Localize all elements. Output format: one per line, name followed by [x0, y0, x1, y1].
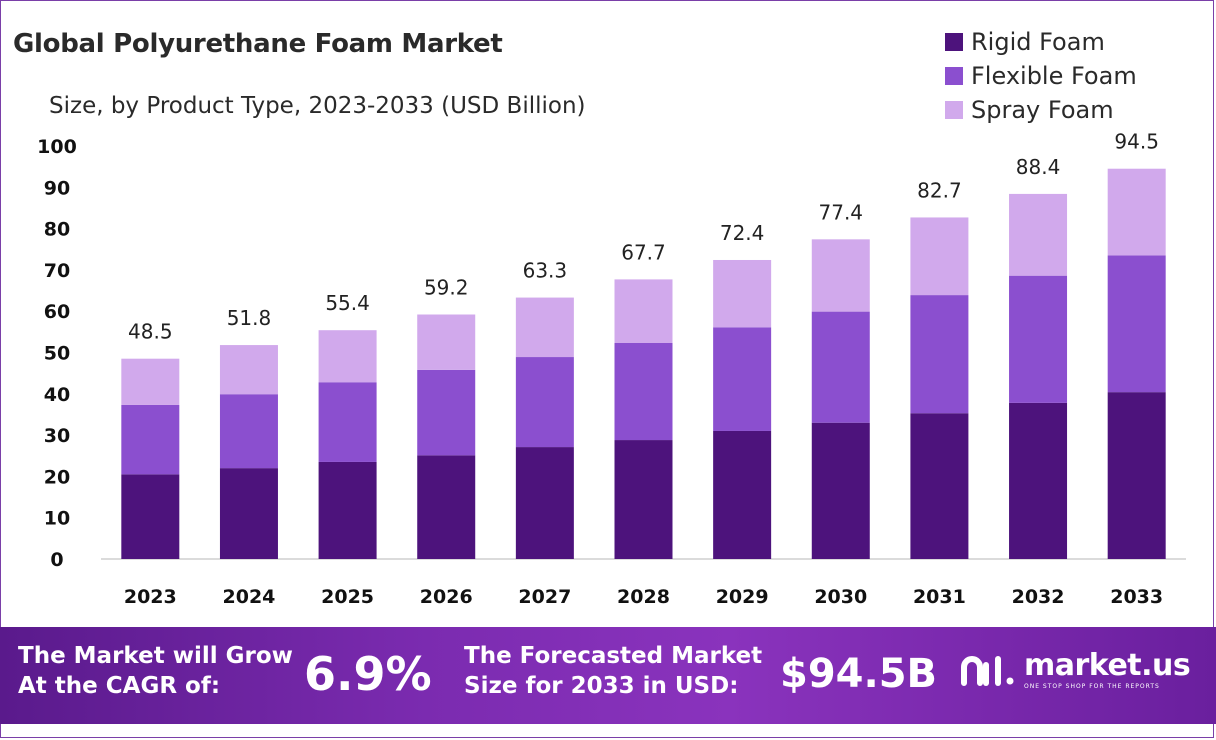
- bar-rigid-foam-2033: [1107, 392, 1166, 559]
- x-tick-label: 2033: [1110, 586, 1163, 608]
- x-tick-label: 2031: [913, 586, 966, 608]
- bar-rigid-foam-2031: [910, 413, 969, 559]
- bar-flexible-foam-2026: [417, 369, 476, 456]
- y-tick-label: 50: [44, 343, 70, 365]
- bar-rigid-foam-2023: [121, 474, 180, 559]
- legend-swatch-rigid-foam: [945, 33, 963, 51]
- bar-flexible-foam-2030: [811, 311, 870, 423]
- bar-total-label: 77.4: [819, 200, 864, 224]
- bar-spray-foam-2025: [318, 330, 377, 383]
- bar-total-label: 67.7: [621, 240, 666, 264]
- bar-total-label: 88.4: [1016, 155, 1061, 179]
- stacked-bar-chart: 010203040506070809010048.5202351.8202455…: [37, 130, 1186, 608]
- forecast-value: $94.5B: [780, 651, 938, 697]
- bar-total-label: 48.5: [128, 320, 173, 344]
- y-tick-label: 70: [44, 260, 70, 282]
- y-tick-label: 30: [44, 425, 70, 447]
- bar-flexible-foam-2027: [515, 357, 574, 448]
- y-tick-label: 40: [44, 384, 70, 406]
- bar-flexible-foam-2025: [318, 382, 377, 462]
- bar-spray-foam-2028: [614, 279, 673, 344]
- bar-rigid-foam-2024: [219, 468, 278, 559]
- forecast-caption-line2: Size for 2033 in USD:: [464, 673, 739, 699]
- bar-flexible-foam-2031: [910, 295, 969, 414]
- y-tick-label: 90: [44, 177, 70, 199]
- x-tick-label: 2025: [321, 586, 374, 608]
- y-tick-label: 20: [44, 466, 70, 488]
- legend-item-rigid-foam: Rigid Foam: [945, 25, 1137, 59]
- y-tick-label: 60: [44, 301, 70, 323]
- bar-flexible-foam-2028: [614, 343, 673, 441]
- y-tick-label: 0: [50, 549, 63, 571]
- bar-spray-foam-2029: [713, 259, 772, 328]
- bar-rigid-foam-2025: [318, 461, 377, 559]
- bar-spray-foam-2027: [515, 297, 574, 358]
- bar-total-label: 55.4: [325, 291, 370, 315]
- chart-subtitle: Size, by Product Type, 2023-2033 (USD Bi…: [49, 93, 586, 119]
- bar-total-label: 94.5: [1114, 130, 1159, 154]
- x-tick-label: 2027: [518, 586, 571, 608]
- chart-title: Global Polyurethane Foam Market: [13, 29, 503, 59]
- summary-banner: The Market will Grow At the CAGR of: 6.9…: [0, 627, 1216, 724]
- bar-flexible-foam-2023: [121, 404, 180, 475]
- x-tick-label: 2023: [124, 586, 177, 608]
- brand-name: market.us: [1024, 648, 1191, 683]
- bar-rigid-foam-2027: [515, 447, 574, 559]
- legend-label-spray-foam: Spray Foam: [971, 96, 1114, 124]
- legend-swatch-flexible-foam: [945, 67, 963, 85]
- bar-total-label: 82.7: [917, 178, 962, 202]
- bar-flexible-foam-2024: [219, 394, 278, 469]
- bar-spray-foam-2030: [811, 239, 870, 312]
- bar-spray-foam-2032: [1009, 193, 1068, 276]
- legend-label-rigid-foam: Rigid Foam: [971, 28, 1105, 56]
- y-tick-label: 100: [37, 136, 77, 158]
- legend-label-flexible-foam: Flexible Foam: [971, 62, 1137, 90]
- bar-rigid-foam-2032: [1009, 402, 1068, 559]
- bar-flexible-foam-2033: [1107, 255, 1166, 393]
- x-tick-label: 2032: [1012, 586, 1065, 608]
- forecast-caption: The Forecasted Market Size for 2033 in U…: [464, 641, 762, 701]
- y-tick-label: 10: [44, 508, 70, 530]
- y-tick-label: 80: [44, 219, 70, 241]
- bar-total-label: 72.4: [720, 221, 765, 245]
- bar-rigid-foam-2026: [417, 455, 476, 559]
- bar-rigid-foam-2029: [713, 430, 772, 559]
- x-tick-label: 2028: [617, 586, 670, 608]
- forecast-caption-line1: The Forecasted Market: [464, 643, 763, 669]
- bar-spray-foam-2031: [910, 217, 969, 296]
- legend-item-spray-foam: Spray Foam: [945, 93, 1137, 127]
- x-tick-label: 2024: [223, 586, 276, 608]
- cagr-caption: The Market will Grow At the CAGR of:: [18, 641, 293, 701]
- bar-flexible-foam-2032: [1009, 275, 1068, 403]
- bar-spray-foam-2024: [219, 345, 278, 395]
- x-tick-label: 2026: [420, 586, 473, 608]
- bar-total-label: 63.3: [523, 259, 568, 283]
- x-tick-label: 2029: [716, 586, 769, 608]
- market-us-logo-icon: [961, 655, 1014, 686]
- cagr-caption-line1: The Market will Grow: [18, 643, 293, 669]
- legend-swatch-spray-foam: [945, 101, 963, 119]
- bar-spray-foam-2023: [121, 358, 180, 405]
- cagr-caption-line2: At the CAGR of:: [18, 673, 221, 699]
- bar-flexible-foam-2029: [713, 327, 772, 431]
- x-tick-label: 2030: [814, 586, 867, 608]
- bar-rigid-foam-2030: [811, 422, 870, 559]
- brand-logo: market.us ONE STOP SHOP FOR THE REPORTS: [960, 648, 1191, 690]
- bar-spray-foam-2026: [417, 314, 476, 370]
- bar-total-label: 51.8: [227, 306, 272, 330]
- bar-spray-foam-2033: [1107, 168, 1166, 256]
- legend-item-flexible-foam: Flexible Foam: [945, 59, 1137, 93]
- legend: Rigid Foam Flexible Foam Spray Foam: [945, 25, 1137, 127]
- brand-tagline: ONE STOP SHOP FOR THE REPORTS: [1024, 683, 1160, 690]
- cagr-value: 6.9%: [304, 647, 432, 701]
- bar-rigid-foam-2028: [614, 440, 673, 559]
- bar-total-label: 59.2: [424, 276, 469, 300]
